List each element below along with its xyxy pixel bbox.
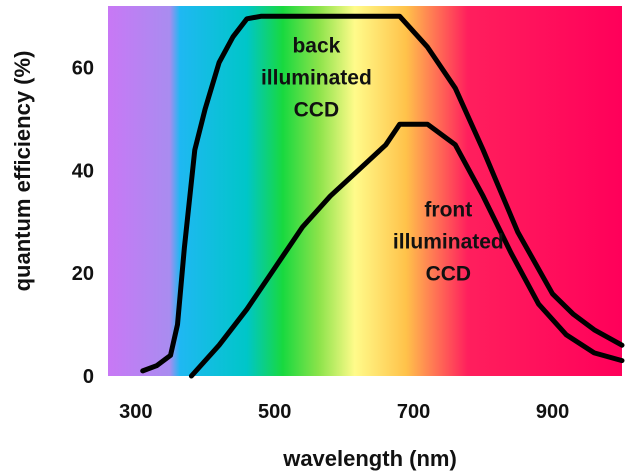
y-tick-label: 0: [83, 366, 94, 388]
annotation-line: CCD: [294, 98, 340, 121]
back-illuminated-ccd-curve: [140, 13, 625, 374]
x-axis-ticks: 300 500 700 900: [119, 401, 569, 423]
curves: [140, 13, 625, 379]
annotation-line: illuminated: [261, 66, 372, 89]
front-illuminated-ccd-curve: [188, 121, 625, 379]
x-tick-label: 300: [119, 401, 152, 423]
annotation-line: CCD: [426, 263, 472, 286]
x-tick-label: 900: [536, 401, 569, 423]
front-illuminated-label: front illuminated CCD: [393, 199, 504, 286]
x-tick-label: 500: [258, 401, 291, 423]
x-axis-label: wavelength (nm): [282, 446, 457, 471]
annotation-line: front: [424, 199, 472, 222]
annotation-line: illuminated: [393, 231, 504, 254]
back-illuminated-label: back illuminated CCD: [261, 34, 372, 121]
annotation-line: back: [292, 34, 340, 57]
annotations: back illuminated CCD front illuminated CCD: [261, 34, 504, 285]
x-tick-label: 700: [397, 401, 430, 423]
y-tick-label: 60: [72, 58, 94, 80]
y-axis-label: quantum efficiency (%): [10, 51, 35, 292]
y-axis-ticks: 0 20 40 60: [72, 58, 94, 388]
y-tick-label: 40: [72, 160, 94, 182]
y-tick-label: 20: [72, 263, 94, 285]
spectrum-background: [108, 6, 622, 376]
